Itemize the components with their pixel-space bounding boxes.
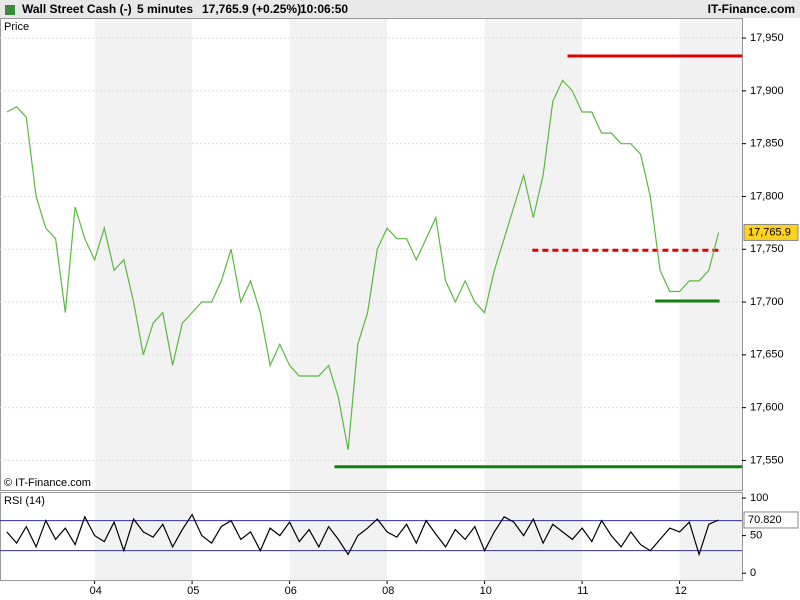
credit: © IT-Finance.com <box>4 477 91 489</box>
last-value-label: 17,765.9 <box>748 226 791 238</box>
last-value-box <box>743 223 799 241</box>
logo <box>5 5 15 15</box>
axis-bg <box>743 492 800 580</box>
day-band <box>679 18 742 490</box>
panel-title: RSI (14) <box>4 495 45 507</box>
panel-frame <box>0 492 743 581</box>
x-tick-label: 08 <box>382 585 394 597</box>
axis-bg <box>743 18 800 490</box>
panel-title: Price <box>4 21 29 33</box>
x-tick-label: 11 <box>577 585 588 597</box>
day-band <box>94 18 193 490</box>
day-band <box>289 492 388 580</box>
day-band <box>289 18 388 490</box>
day-band <box>484 18 583 490</box>
series-line <box>6 79 720 451</box>
day-band <box>94 492 193 580</box>
y-tick-label: 17,900 <box>750 85 784 97</box>
panel-frame <box>0 18 743 491</box>
y-tick-label: 17,550 <box>750 454 784 466</box>
interval: 5 minutes <box>137 2 193 16</box>
x-tick-label: 04 <box>90 585 102 597</box>
series-line <box>6 513 719 557</box>
y-tick-label: 100 <box>750 492 768 504</box>
y-tick-label: 17,650 <box>750 349 784 361</box>
brand: IT-Finance.com <box>708 2 795 16</box>
y-tick-label: 17,700 <box>750 296 784 308</box>
day-band <box>679 492 742 580</box>
x-tick-label: 10 <box>480 585 492 597</box>
y-tick-label: 17,850 <box>750 138 784 150</box>
last-value-box <box>743 511 799 529</box>
day-band <box>484 492 583 580</box>
time: 10:06:50 <box>300 2 348 16</box>
y-tick-label: 0 <box>750 567 756 579</box>
y-tick-label: 17,800 <box>750 190 784 202</box>
y-tick-label: 50 <box>750 530 762 542</box>
header-bar <box>0 0 800 18</box>
y-tick-label: 17,750 <box>750 243 784 255</box>
x-tick-label: 12 <box>675 585 687 597</box>
price: 17,765.9 (+0.25%) <box>202 2 301 16</box>
instrument: Wall Street Cash (-) <box>22 2 132 16</box>
x-tick-label: 06 <box>285 585 297 597</box>
y-tick-label: 17,600 <box>750 402 784 414</box>
y-tick-label: 17,950 <box>750 32 784 44</box>
x-tick-label: 05 <box>187 585 199 597</box>
last-value-label: 70.820 <box>748 514 782 526</box>
